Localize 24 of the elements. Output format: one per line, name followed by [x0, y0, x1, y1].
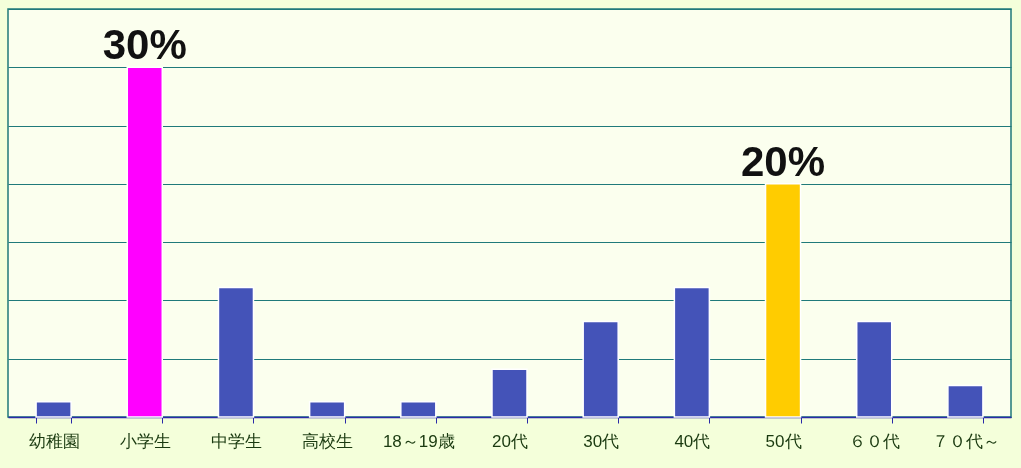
bar [400, 401, 437, 418]
data-label: 20% [741, 137, 826, 185]
bar [217, 286, 255, 418]
x-tick-label: 30代 [583, 431, 620, 451]
bar [855, 320, 893, 418]
data-label: 30% [102, 21, 187, 69]
x-tick-label: 小学生 [119, 431, 171, 451]
bar [308, 401, 346, 418]
bar [947, 384, 984, 418]
bar [764, 183, 802, 418]
x-tick-label: 幼稚園 [28, 431, 80, 451]
x-tick-label: ７０代～ [931, 431, 1000, 451]
x-tick-label: 高校生 [302, 431, 354, 451]
x-tick-label: 50代 [765, 431, 802, 451]
x-tick-label: ６０代 [849, 431, 901, 451]
bar [673, 286, 711, 418]
bar [35, 401, 72, 418]
bar [126, 66, 164, 418]
x-tick-label: 40代 [674, 431, 711, 451]
x-tick-label: 18～19歳 [382, 431, 455, 451]
bar [491, 368, 528, 418]
bar [582, 320, 619, 418]
x-tick-label: 中学生 [210, 431, 262, 451]
x-tick-label: 20代 [492, 431, 528, 451]
